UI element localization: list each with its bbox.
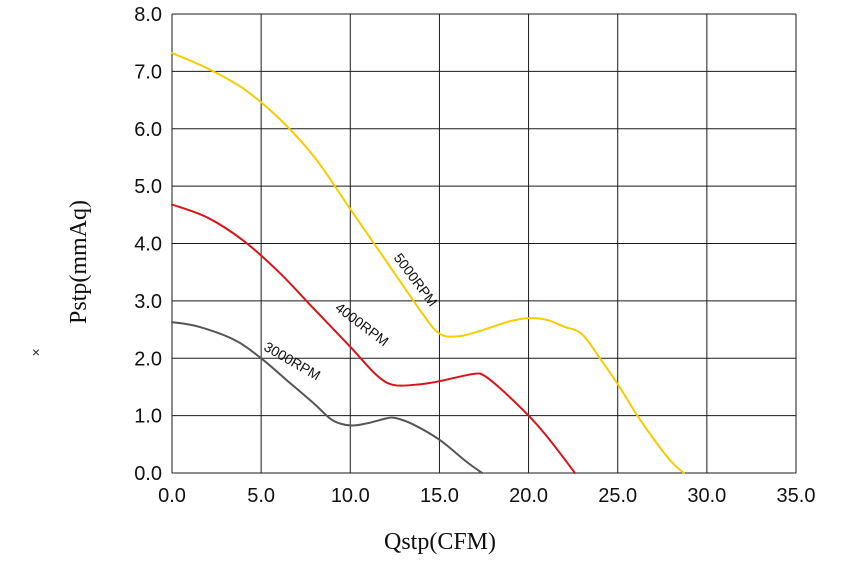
y-axis-title: Pstp(mmAq) [66,200,92,324]
x-tick-label: 35.0 [777,485,816,507]
x-axis-title: Qstp(CFM) [384,529,496,555]
y-tick-label: 4.0 [134,234,162,256]
y-tick-label: 6.0 [134,119,162,141]
series-line-4000rpm [171,203,576,474]
x-tick-label: 20.0 [509,485,548,507]
y-tick-label: 7.0 [134,61,162,83]
y-tick-label: 0.0 [134,463,162,485]
x-tick-label: 5.0 [247,485,275,507]
side-marker: × [32,344,40,360]
y-tick-label: 3.0 [134,291,162,313]
x-tick-label: 15.0 [420,485,459,507]
y-axis-ticks: 0.0 1.0 2.0 3.0 4.0 5.0 6.0 7.0 8.0 [134,4,162,485]
y-tick-label: 5.0 [134,176,162,198]
x-tick-label: 0.0 [158,485,186,507]
x-tick-label: 25.0 [598,485,637,507]
series-label-3000rpm: 3000RPM [261,338,323,383]
x-axis-ticks: 0.0 5.0 10.0 15.0 20.0 25.0 30.0 35.0 [158,485,815,507]
grid [171,13,797,474]
series-line-3000rpm [171,321,484,474]
x-tick-label: 30.0 [687,485,726,507]
y-tick-label: 2.0 [134,348,162,370]
y-tick-label: 8.0 [134,4,162,26]
series-label-4000rpm: 4000RPM [332,299,391,349]
y-tick-label: 1.0 [134,406,162,428]
x-tick-label: 10.0 [331,485,370,507]
series-line-5000rpm [171,52,685,474]
